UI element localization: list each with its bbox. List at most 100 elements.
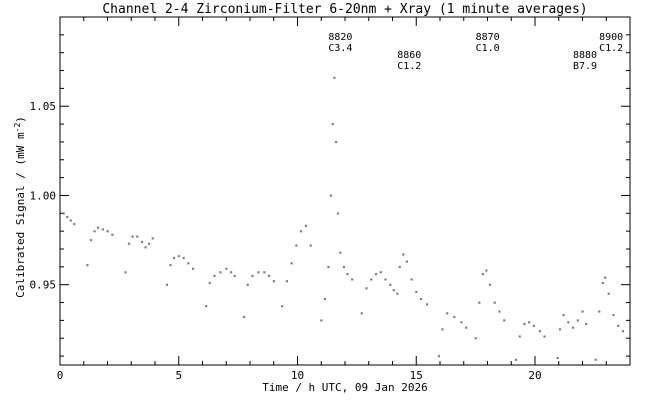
data-point xyxy=(300,230,303,233)
y-axis-label-main: Calibrated Signal / (mW m xyxy=(14,132,27,298)
data-point xyxy=(187,262,190,265)
data-point xyxy=(523,322,526,326)
data-point xyxy=(127,242,131,245)
data-point xyxy=(346,272,349,276)
plot-frame xyxy=(59,16,631,366)
data-point xyxy=(272,280,275,283)
data-point xyxy=(420,297,423,301)
data-point xyxy=(415,290,418,294)
data-point xyxy=(290,262,293,265)
y-axis-label: Calibrated Signal / (mW m-2) xyxy=(13,116,27,298)
x-tick-label: 5 xyxy=(175,369,182,382)
data-point xyxy=(528,321,531,324)
data-point xyxy=(607,292,610,295)
data-point xyxy=(111,233,114,236)
flare-annotation-label: 8870 xyxy=(476,32,500,43)
data-point xyxy=(604,276,607,279)
data-point xyxy=(268,274,271,277)
data-point xyxy=(304,224,308,227)
data-point xyxy=(165,283,169,286)
data-point xyxy=(410,278,413,281)
data-point xyxy=(585,322,588,326)
data-point xyxy=(485,269,488,272)
data-point xyxy=(538,330,541,333)
data-point xyxy=(437,355,441,358)
data-point xyxy=(446,312,449,315)
data-point xyxy=(374,272,378,276)
flare-annotation-label: C1.0 xyxy=(476,43,500,54)
data-point xyxy=(169,264,172,267)
x-tick-label: 15 xyxy=(410,369,423,382)
data-point xyxy=(131,235,134,238)
y-tick-label: 1.05 xyxy=(30,100,57,113)
data-point xyxy=(465,326,468,329)
data-point xyxy=(333,76,336,79)
flare-annotation-label: B7.9 xyxy=(573,61,597,72)
data-point xyxy=(503,319,506,322)
data-point xyxy=(246,283,249,286)
data-point xyxy=(151,237,154,240)
data-point xyxy=(177,255,180,258)
data-point xyxy=(389,283,392,286)
data-point xyxy=(453,315,456,319)
data-point xyxy=(243,315,246,319)
data-point xyxy=(323,297,327,301)
data-point xyxy=(562,314,565,317)
data-point xyxy=(331,123,334,126)
data-point xyxy=(360,312,363,315)
data-point xyxy=(392,289,395,292)
data-point xyxy=(73,223,76,226)
data-point xyxy=(351,278,354,281)
x-tick-label: 10 xyxy=(291,369,304,382)
data-point xyxy=(460,321,463,324)
data-points xyxy=(59,76,625,361)
flare-annotation-label: 8900 xyxy=(599,32,623,43)
y-tick-label: 0.95 xyxy=(30,279,57,292)
plot-border xyxy=(59,16,631,366)
y-axis-label-exponent: -2 xyxy=(13,123,22,133)
flare-annotation-label: C1.2 xyxy=(599,43,623,54)
y-tick-label: 1.00 xyxy=(30,189,57,202)
data-point xyxy=(144,246,147,249)
data-point xyxy=(532,324,536,327)
data-point xyxy=(334,140,338,144)
data-point xyxy=(556,356,559,360)
flare-annotation-label: C1.2 xyxy=(397,61,421,72)
data-point xyxy=(396,292,399,295)
data-point xyxy=(69,219,72,222)
flare-annotation-label: 8880 xyxy=(573,50,597,61)
data-point xyxy=(474,337,477,340)
data-point xyxy=(62,212,65,215)
data-point xyxy=(213,274,216,277)
data-point xyxy=(488,283,492,286)
data-point xyxy=(481,272,484,276)
data-point xyxy=(106,230,109,233)
data-point xyxy=(327,265,330,269)
data-point xyxy=(320,319,323,322)
data-point xyxy=(515,358,518,361)
data-point xyxy=(379,271,382,274)
data-point xyxy=(208,281,211,285)
data-point xyxy=(405,260,408,263)
data-point xyxy=(425,303,429,306)
data-point xyxy=(617,324,620,327)
data-point xyxy=(66,215,69,219)
data-point xyxy=(572,326,575,329)
flare-annotation-label: 8860 xyxy=(397,50,421,61)
data-point xyxy=(567,321,570,324)
data-point xyxy=(59,210,62,213)
data-point xyxy=(518,335,521,338)
data-point xyxy=(295,244,298,247)
data-point xyxy=(621,330,625,333)
data-point xyxy=(384,278,387,281)
data-point xyxy=(140,240,144,244)
data-point xyxy=(398,265,401,269)
x-axis-label: Time / h UTC, 09 Jan 2026 xyxy=(262,381,428,394)
data-point xyxy=(257,271,260,274)
data-point xyxy=(365,287,368,290)
x-tick-label: 20 xyxy=(528,369,541,382)
data-point xyxy=(576,319,579,322)
data-point xyxy=(342,265,346,269)
data-point xyxy=(441,328,444,331)
